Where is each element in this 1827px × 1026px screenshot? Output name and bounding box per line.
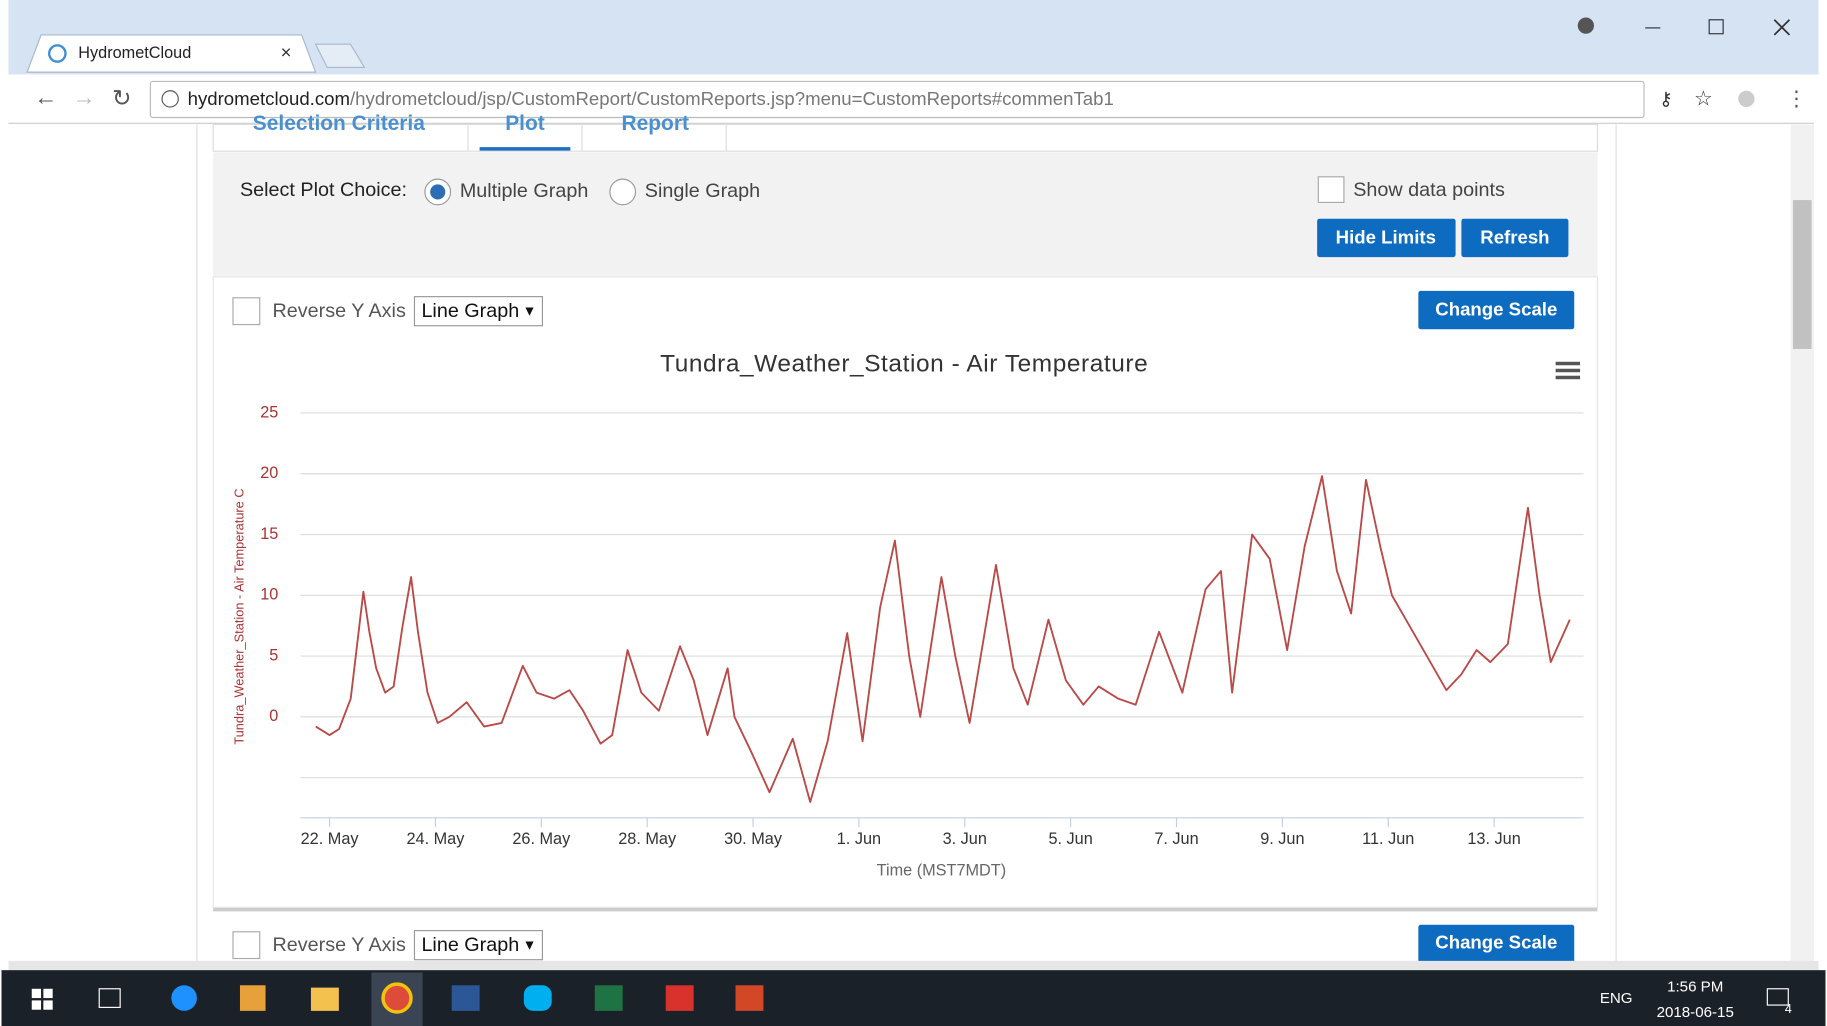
tab[interactable] (26, 34, 317, 73)
select-arrow: ▼ (523, 302, 537, 318)
address-bar[interactable] (149, 80, 1645, 119)
start-button[interactable] (31, 988, 53, 1010)
app-icon[interactable] (171, 985, 197, 1011)
y-tick-label: 0 (269, 707, 278, 725)
close[interactable] (1773, 19, 1791, 36)
x-tick-label: 1. Jun (837, 830, 881, 848)
back[interactable]: ← (34, 84, 57, 110)
x-tick-label: 3. Jun (943, 830, 987, 848)
plot-choice-label: Select Plot Choice: (240, 179, 407, 201)
info-icon (161, 90, 179, 108)
app-icon[interactable] (523, 985, 552, 1011)
select-label[interactable]: Line Graph (421, 300, 519, 322)
button-label[interactable]: Hide Limits (1336, 226, 1436, 247)
button-label[interactable]: Change Scale (1435, 931, 1557, 952)
extension[interactable] (1738, 90, 1755, 108)
select-label[interactable]: Line Graph (421, 934, 519, 956)
forward: → (72, 84, 95, 110)
menu[interactable]: ⋮ (1786, 88, 1807, 111)
x-tick-label: 26. May (512, 830, 571, 848)
app-icon[interactable] (665, 985, 694, 1011)
profile-icon[interactable] (1577, 17, 1595, 34)
y-axis-label: Tundra_Weather_Station - Air Temperature… (231, 488, 246, 744)
tab-label[interactable]: Selection Criteria (253, 112, 425, 135)
plot: 0 5 10 15 20 25 22. May 24. May 26. May 28. May 30… (260, 403, 1584, 848)
tab-close[interactable]: × (281, 41, 292, 62)
y-tick-label: 25 (260, 403, 278, 421)
checkbox-label[interactable]: Reverse Y Axis (273, 934, 406, 956)
x-tick-label: 7. Jun (1154, 830, 1198, 848)
x-tick-label: 13. Jun (1467, 830, 1520, 848)
x-axis-label: Time (MST7MDT) (877, 862, 1007, 880)
url-path: /hydrometcloud/jsp/CustomReport/CustomRe… (350, 88, 1114, 109)
tab-title: HydrometCloud (78, 44, 191, 62)
radio-label[interactable]: Single Graph (645, 180, 760, 202)
taskbar (1, 970, 1826, 1026)
app-icon[interactable] (451, 985, 480, 1011)
checkbox-label[interactable]: Show data points (1353, 179, 1505, 201)
app-icon[interactable] (310, 987, 339, 1011)
radio-dot (430, 184, 446, 200)
url: hydrometcloud.com/hydrometcloud/jsp/Cust… (188, 88, 1114, 109)
button[interactable] (1418, 924, 1575, 964)
select-arrow: ▼ (523, 936, 537, 952)
clock-time[interactable]: 1:56 PM (1667, 979, 1723, 996)
button-label[interactable]: Refresh (1480, 226, 1549, 247)
star-icon[interactable]: ☆ (1694, 88, 1713, 111)
app-icon (381, 982, 413, 1014)
y-tick-label: 15 (260, 525, 278, 543)
x-tick-label: 30. May (724, 830, 783, 848)
app-icon[interactable] (239, 985, 266, 1011)
favicon (48, 44, 67, 63)
url-host: hydrometcloud.com (188, 88, 350, 109)
key-icon: ⚷ (1659, 88, 1673, 109)
checkbox[interactable] (232, 931, 261, 960)
chart-card (212, 276, 1599, 908)
x-tick-label: 22. May (301, 830, 360, 848)
button[interactable] (1418, 290, 1575, 330)
checkbox[interactable] (232, 297, 261, 326)
button-label[interactable]: Change Scale (1435, 299, 1557, 320)
select[interactable] (413, 296, 543, 327)
scroll-thumb[interactable] (1792, 200, 1812, 349)
tab-strip (212, 123, 1599, 152)
select[interactable] (413, 930, 543, 961)
button[interactable] (1461, 218, 1569, 258)
chart-menu[interactable] (1555, 361, 1581, 380)
radio[interactable] (609, 178, 637, 206)
y-tick-label: 10 (260, 586, 278, 604)
reload[interactable]: ↻ (112, 85, 131, 111)
x-tick-label: 9. Jun (1260, 830, 1304, 848)
radio-label[interactable]: Multiple Graph (460, 180, 589, 202)
app-icon[interactable] (735, 985, 764, 1011)
chart-title: Tundra_Weather_Station - Air Temperature (660, 351, 1148, 378)
y-tick-label: 20 (260, 464, 278, 482)
x-tick-label: 28. May (618, 830, 677, 848)
app-icon[interactable] (594, 985, 623, 1011)
tab-label[interactable]: Report (622, 112, 689, 135)
x-tick-label: 11. Jun (1362, 830, 1414, 848)
line-series (315, 475, 1571, 803)
window-bottom (8, 960, 1819, 971)
options-panel (213, 152, 1598, 277)
x-tick-label: 24. May (407, 830, 466, 848)
task-view[interactable] (98, 988, 121, 1008)
new-tab[interactable] (314, 43, 366, 69)
language[interactable]: ENG (1600, 990, 1633, 1007)
tab-label[interactable]: Plot (505, 112, 545, 135)
action-center[interactable] (1766, 988, 1789, 1006)
checkbox-label[interactable]: Reverse Y Axis (273, 300, 406, 322)
maximize[interactable] (1708, 19, 1724, 35)
checkbox[interactable] (1317, 176, 1345, 203)
button[interactable] (1317, 218, 1456, 258)
y-tick-label: 5 (269, 646, 278, 664)
notification-count: 4 (1785, 1001, 1792, 1016)
x-tick-label: 5. Jun (1048, 830, 1092, 848)
clock-date[interactable]: 2018-06-15 (1657, 1004, 1734, 1021)
